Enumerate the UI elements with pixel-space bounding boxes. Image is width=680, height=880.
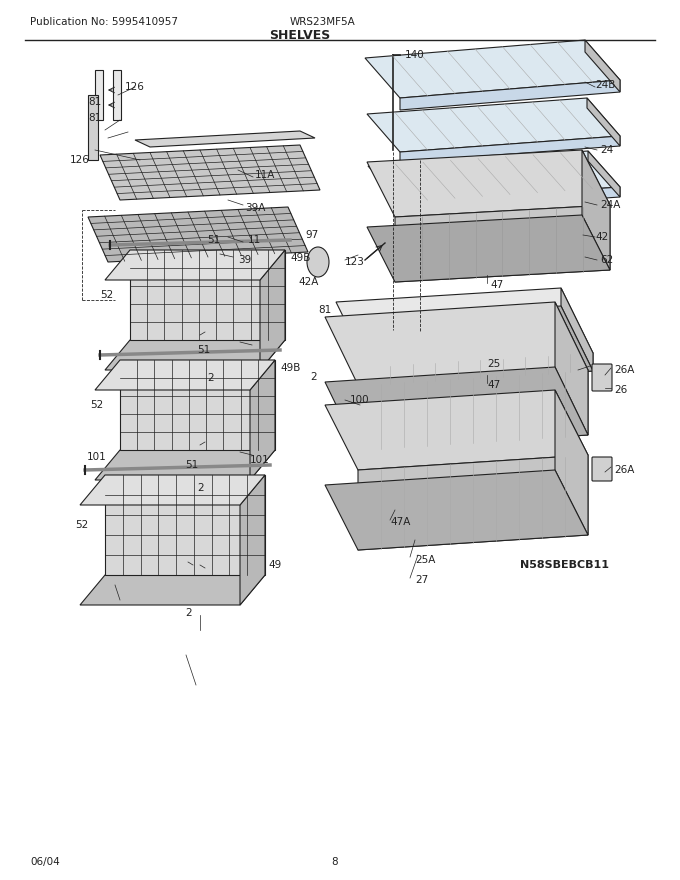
Polygon shape	[105, 250, 285, 280]
Text: 97: 97	[305, 230, 318, 240]
Text: 8: 8	[332, 857, 339, 867]
Text: 47: 47	[487, 380, 500, 390]
Text: 11A: 11A	[255, 170, 275, 180]
Polygon shape	[105, 340, 285, 370]
Polygon shape	[325, 470, 588, 550]
Text: 2: 2	[207, 373, 214, 383]
Text: 26A: 26A	[614, 365, 634, 375]
Polygon shape	[358, 455, 588, 550]
Text: 39A: 39A	[245, 203, 265, 213]
Text: 49B: 49B	[280, 363, 301, 373]
Polygon shape	[365, 40, 620, 98]
Text: 2: 2	[197, 483, 203, 493]
Text: 47A: 47A	[390, 517, 410, 527]
Text: 27: 27	[415, 575, 428, 585]
Text: 81: 81	[88, 97, 101, 107]
Ellipse shape	[307, 247, 329, 277]
Text: 123: 123	[345, 257, 365, 267]
Text: 126: 126	[125, 82, 145, 92]
Text: 49B: 49B	[290, 253, 310, 263]
Text: 39: 39	[238, 255, 251, 265]
Polygon shape	[555, 390, 588, 535]
Polygon shape	[325, 367, 588, 450]
Polygon shape	[585, 40, 620, 92]
Polygon shape	[100, 145, 320, 200]
Text: 81: 81	[88, 113, 101, 123]
Text: 51: 51	[207, 235, 220, 245]
Bar	[113, 70, 121, 120]
Text: 81: 81	[318, 305, 331, 315]
Text: 26: 26	[614, 385, 627, 395]
Text: 52: 52	[75, 520, 88, 530]
Text: 49: 49	[268, 560, 282, 570]
Text: WRS23MF5A: WRS23MF5A	[290, 17, 356, 27]
Text: 2: 2	[310, 372, 317, 382]
Polygon shape	[95, 360, 275, 390]
FancyBboxPatch shape	[592, 457, 612, 481]
Polygon shape	[105, 475, 265, 575]
Text: 24B: 24B	[595, 80, 615, 90]
Polygon shape	[367, 215, 610, 282]
Polygon shape	[587, 98, 620, 146]
Text: 100: 100	[350, 395, 370, 405]
Polygon shape	[135, 131, 315, 147]
Text: Publication No: 5995410957: Publication No: 5995410957	[30, 17, 178, 27]
Polygon shape	[88, 207, 308, 262]
Polygon shape	[358, 370, 588, 450]
Polygon shape	[80, 475, 265, 505]
Text: 51: 51	[185, 460, 199, 470]
Polygon shape	[250, 360, 275, 480]
Text: 42: 42	[595, 232, 608, 242]
Polygon shape	[368, 353, 593, 385]
Bar	[88, 95, 98, 160]
Polygon shape	[368, 151, 620, 202]
Polygon shape	[80, 575, 265, 605]
Polygon shape	[367, 98, 620, 152]
Text: 25A: 25A	[415, 555, 435, 565]
Text: 62: 62	[600, 255, 613, 265]
Polygon shape	[120, 360, 275, 450]
Polygon shape	[400, 187, 620, 212]
Text: SHELVES: SHELVES	[269, 28, 330, 41]
Text: 140: 140	[405, 50, 425, 60]
Polygon shape	[130, 250, 285, 340]
Polygon shape	[395, 205, 610, 282]
Polygon shape	[260, 250, 285, 370]
Text: 47: 47	[490, 280, 503, 290]
Text: 101: 101	[250, 455, 270, 465]
Text: 11: 11	[248, 235, 261, 245]
Polygon shape	[582, 150, 610, 270]
Text: 26A: 26A	[614, 465, 634, 475]
Text: 51: 51	[197, 345, 210, 355]
Polygon shape	[240, 475, 265, 605]
Text: 52: 52	[100, 290, 114, 300]
Polygon shape	[325, 302, 588, 385]
Text: 126: 126	[70, 155, 90, 165]
Polygon shape	[400, 80, 620, 110]
Text: 52: 52	[90, 400, 103, 410]
Text: N58SBEBCB11: N58SBEBCB11	[520, 560, 609, 570]
Polygon shape	[561, 288, 593, 371]
Polygon shape	[336, 306, 593, 385]
Bar	[95, 70, 103, 120]
Polygon shape	[555, 302, 588, 435]
Text: 101: 101	[87, 452, 107, 462]
Polygon shape	[325, 390, 588, 470]
Text: 2: 2	[185, 608, 192, 618]
Polygon shape	[95, 450, 275, 480]
Text: 06/04: 06/04	[30, 857, 60, 867]
FancyBboxPatch shape	[592, 364, 612, 391]
Text: 42A: 42A	[298, 277, 318, 287]
Polygon shape	[400, 136, 620, 162]
Text: 24A: 24A	[600, 200, 620, 210]
Polygon shape	[588, 151, 620, 197]
Polygon shape	[367, 150, 610, 217]
Text: 25: 25	[487, 359, 500, 369]
Text: 24: 24	[600, 145, 613, 155]
Polygon shape	[336, 288, 593, 367]
